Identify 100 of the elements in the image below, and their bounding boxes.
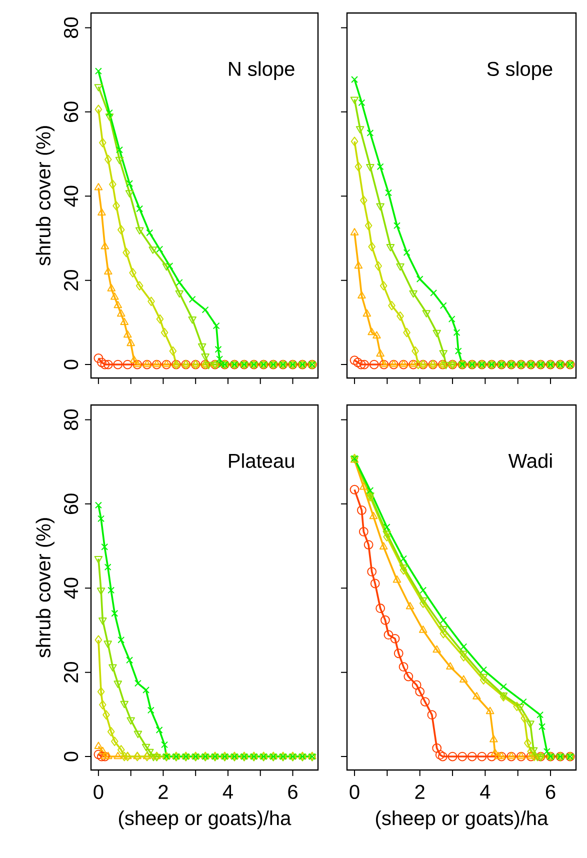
point xyxy=(156,246,164,253)
point xyxy=(110,292,119,300)
point xyxy=(420,586,427,594)
point xyxy=(351,76,358,83)
point xyxy=(385,189,392,196)
point xyxy=(513,702,521,712)
point xyxy=(353,358,362,368)
point xyxy=(105,114,114,121)
y-tick-label: 80 xyxy=(64,17,78,38)
point xyxy=(529,747,538,754)
point xyxy=(98,515,105,522)
point xyxy=(94,502,102,509)
point xyxy=(125,190,134,198)
y-tick-label: 0 xyxy=(64,360,78,370)
point xyxy=(136,281,144,290)
point xyxy=(432,330,441,338)
point xyxy=(404,672,414,682)
point xyxy=(467,752,477,762)
point xyxy=(392,575,402,583)
point xyxy=(440,628,448,638)
point xyxy=(350,356,360,366)
x-tick-label: 2 xyxy=(158,784,168,799)
point xyxy=(368,328,376,336)
text: Plateau xyxy=(229,453,294,468)
point xyxy=(108,586,115,594)
point xyxy=(198,343,206,351)
y-tick-label: 60 xyxy=(64,494,78,514)
point xyxy=(148,296,155,306)
point xyxy=(370,578,380,588)
point xyxy=(380,615,390,625)
point xyxy=(448,316,456,323)
point xyxy=(403,328,410,338)
x-tick-label: 6 xyxy=(546,784,556,800)
x-axis-title: (sheep or goats)/ha xyxy=(376,810,548,830)
point xyxy=(94,635,102,645)
point xyxy=(536,711,544,718)
point xyxy=(432,743,442,753)
point xyxy=(104,752,112,760)
point xyxy=(99,700,106,710)
point xyxy=(350,228,359,236)
point xyxy=(459,650,468,658)
point xyxy=(448,752,458,762)
point xyxy=(123,330,132,338)
point xyxy=(126,338,135,346)
point xyxy=(142,744,150,752)
point xyxy=(98,208,106,216)
point xyxy=(396,311,404,321)
point xyxy=(458,752,468,762)
point xyxy=(384,630,394,640)
point xyxy=(156,314,164,324)
point xyxy=(382,530,391,538)
point xyxy=(122,248,130,258)
point xyxy=(126,180,134,187)
point xyxy=(418,597,428,605)
point xyxy=(374,261,382,271)
point xyxy=(446,662,454,670)
point xyxy=(188,316,196,324)
point xyxy=(149,754,158,762)
point xyxy=(494,752,502,760)
point xyxy=(432,645,441,653)
point xyxy=(372,331,381,338)
point xyxy=(94,183,103,190)
point xyxy=(376,349,384,357)
point xyxy=(129,268,136,278)
point xyxy=(147,706,154,714)
point xyxy=(104,154,112,164)
x-tick-label: 0 xyxy=(94,784,104,800)
point xyxy=(120,700,128,708)
point xyxy=(414,360,422,370)
point xyxy=(117,745,125,754)
point xyxy=(142,686,150,694)
point xyxy=(442,362,450,370)
point xyxy=(102,710,110,720)
point xyxy=(145,748,154,756)
point xyxy=(368,242,376,252)
point xyxy=(114,680,122,688)
point xyxy=(117,225,125,235)
point xyxy=(350,136,358,146)
point xyxy=(120,318,128,326)
point xyxy=(367,567,377,576)
point xyxy=(435,750,445,760)
point xyxy=(98,618,107,625)
point xyxy=(358,527,368,536)
point xyxy=(94,354,104,363)
point xyxy=(533,754,542,762)
point xyxy=(356,360,366,370)
x-tick-label: 0 xyxy=(350,784,360,800)
point xyxy=(104,564,112,571)
point xyxy=(422,310,431,318)
point xyxy=(160,328,168,338)
point xyxy=(459,675,468,682)
point xyxy=(516,704,524,712)
point xyxy=(524,738,532,748)
point xyxy=(376,203,384,211)
point xyxy=(376,163,384,170)
x-axis-title: (sheep or goats)/ha xyxy=(119,810,292,830)
point xyxy=(530,752,538,762)
point xyxy=(403,249,410,256)
point xyxy=(479,674,488,682)
point xyxy=(439,350,448,358)
